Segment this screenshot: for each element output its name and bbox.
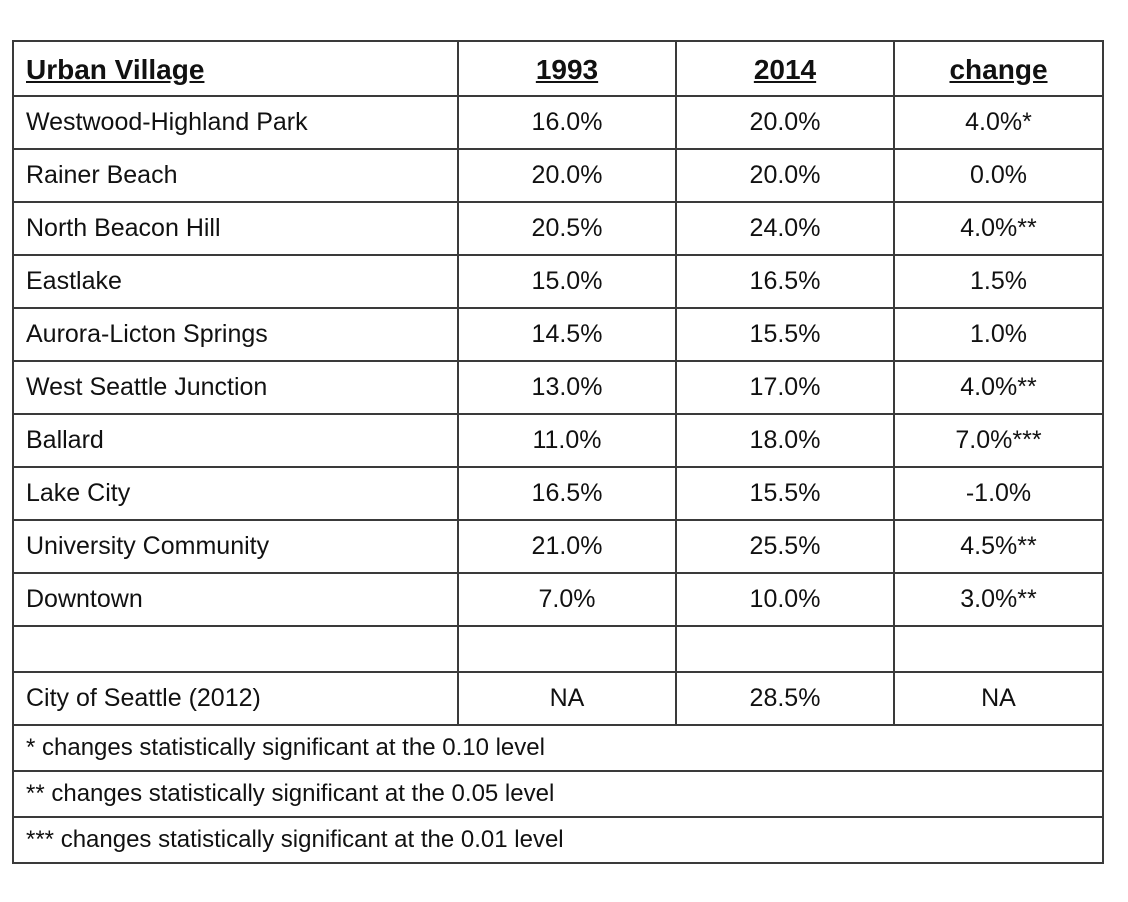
table-row: Rainer Beach 20.0% 20.0% 0.0% <box>12 148 1104 203</box>
table-row: Westwood-Highland Park 16.0% 20.0% 4.0%* <box>12 95 1104 150</box>
table-row: North Beacon Hill 20.5% 24.0% 4.0%** <box>12 201 1104 256</box>
village-name-cell: Eastlake <box>12 254 459 309</box>
urban-village-table: Urban Village 1993 2014 change Westwood-… <box>12 40 1104 864</box>
footnote-010: * changes statistically significant at t… <box>12 724 1104 772</box>
blank-cell <box>12 625 459 673</box>
table-row: Aurora-Licton Springs 14.5% 15.5% 1.0% <box>12 307 1104 362</box>
value-1993-cell: 16.5% <box>457 466 677 521</box>
footnote-005: ** changes statistically significant at … <box>12 770 1104 818</box>
header-row: Urban Village 1993 2014 change <box>12 40 1104 97</box>
value-2014-cell: 18.0% <box>675 413 895 468</box>
blank-cell <box>457 625 677 673</box>
value-2014-cell: 20.0% <box>675 148 895 203</box>
value-1993-cell: 16.0% <box>457 95 677 150</box>
change-cell: 1.0% <box>893 307 1104 362</box>
table-row: West Seattle Junction 13.0% 17.0% 4.0%** <box>12 360 1104 415</box>
footnote-001: *** changes statistically significant at… <box>12 816 1104 864</box>
header-urban-village: Urban Village <box>12 40 459 97</box>
change-cell: 1.5% <box>893 254 1104 309</box>
blank-cell <box>675 625 895 673</box>
city-row: City of Seattle (2012) NA 28.5% NA <box>12 671 1104 726</box>
header-2014: 2014 <box>675 40 895 97</box>
value-2014-cell: 24.0% <box>675 201 895 256</box>
footnote-row: *** changes statistically significant at… <box>12 816 1104 864</box>
village-name-cell: University Community <box>12 519 459 574</box>
value-2014-cell: 17.0% <box>675 360 895 415</box>
value-1993-cell: 11.0% <box>457 413 677 468</box>
value-1993-cell: 21.0% <box>457 519 677 574</box>
village-name-cell: West Seattle Junction <box>12 360 459 415</box>
value-1993-cell: 15.0% <box>457 254 677 309</box>
village-name-cell: Westwood-Highland Park <box>12 95 459 150</box>
table-row: Ballard 11.0% 18.0% 7.0%*** <box>12 413 1104 468</box>
change-cell: -1.0% <box>893 466 1104 521</box>
city-change-cell: NA <box>893 671 1104 726</box>
value-2014-cell: 15.5% <box>675 307 895 362</box>
village-name-cell: Aurora-Licton Springs <box>12 307 459 362</box>
blank-row <box>12 625 1104 673</box>
value-1993-cell: 13.0% <box>457 360 677 415</box>
village-name-cell: Rainer Beach <box>12 148 459 203</box>
footnote-row: * changes statistically significant at t… <box>12 724 1104 772</box>
value-2014-cell: 15.5% <box>675 466 895 521</box>
value-2014-cell: 25.5% <box>675 519 895 574</box>
village-name-cell: Downtown <box>12 572 459 627</box>
value-2014-cell: 10.0% <box>675 572 895 627</box>
table-row: Lake City 16.5% 15.5% -1.0% <box>12 466 1104 521</box>
footnote-row: ** changes statistically significant at … <box>12 770 1104 818</box>
table-row: Eastlake 15.0% 16.5% 1.5% <box>12 254 1104 309</box>
village-name-cell: Ballard <box>12 413 459 468</box>
header-change: change <box>893 40 1104 97</box>
value-1993-cell: 20.5% <box>457 201 677 256</box>
city-name-cell: City of Seattle (2012) <box>12 671 459 726</box>
city-2014-cell: 28.5% <box>675 671 895 726</box>
change-cell: 4.0%** <box>893 201 1104 256</box>
village-name-cell: North Beacon Hill <box>12 201 459 256</box>
village-name-cell: Lake City <box>12 466 459 521</box>
change-cell: 4.5%** <box>893 519 1104 574</box>
city-1993-cell: NA <box>457 671 677 726</box>
value-1993-cell: 20.0% <box>457 148 677 203</box>
table-row: Downtown 7.0% 10.0% 3.0%** <box>12 572 1104 627</box>
value-2014-cell: 20.0% <box>675 95 895 150</box>
table-row: University Community 21.0% 25.5% 4.5%** <box>12 519 1104 574</box>
change-cell: 3.0%** <box>893 572 1104 627</box>
value-2014-cell: 16.5% <box>675 254 895 309</box>
change-cell: 0.0% <box>893 148 1104 203</box>
change-cell: 7.0%*** <box>893 413 1104 468</box>
change-cell: 4.0%* <box>893 95 1104 150</box>
header-1993: 1993 <box>457 40 677 97</box>
blank-cell <box>893 625 1104 673</box>
value-1993-cell: 14.5% <box>457 307 677 362</box>
change-cell: 4.0%** <box>893 360 1104 415</box>
value-1993-cell: 7.0% <box>457 572 677 627</box>
